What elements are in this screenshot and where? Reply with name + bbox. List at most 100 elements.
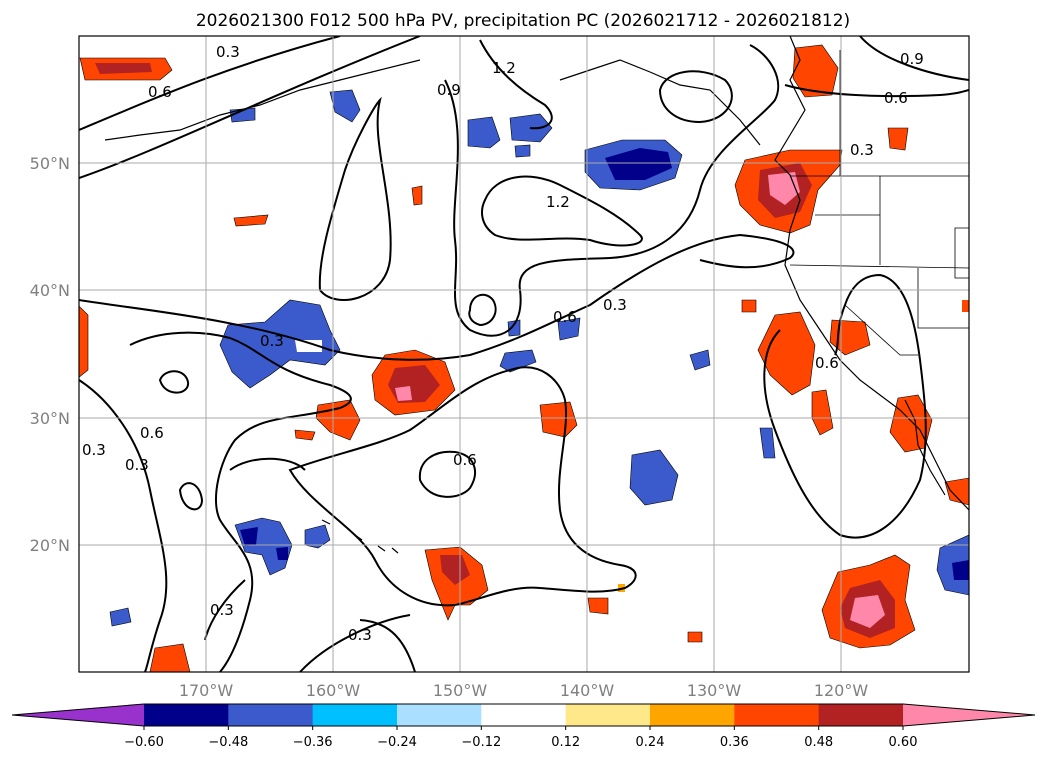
contour-label: 0.3 <box>348 626 372 644</box>
colorbar-tick-label: 0.60 <box>889 735 918 750</box>
pv-contour <box>468 293 497 327</box>
precip-positive-regions <box>79 44 969 672</box>
precip-region <box>759 427 776 459</box>
pv-contour <box>784 84 969 98</box>
precip-region <box>952 560 969 580</box>
pv-contour <box>204 579 246 641</box>
precip-region <box>440 555 470 585</box>
precip-region <box>219 299 341 389</box>
lon-label: 140°W <box>560 681 615 700</box>
precip-region <box>557 317 581 341</box>
precip-region <box>276 547 288 560</box>
pv-contour <box>178 482 204 511</box>
lon-label: 150°W <box>433 681 488 700</box>
precip-region <box>79 305 89 378</box>
precip-region <box>329 89 361 123</box>
colorbar-tick-label: −0.60 <box>124 735 164 750</box>
precip-region <box>587 597 609 615</box>
borders <box>789 50 969 356</box>
precip-region <box>514 144 531 158</box>
pv-contour <box>359 619 416 672</box>
precip-region <box>240 527 258 546</box>
contour-label: 0.3 <box>125 456 149 474</box>
precip-region <box>689 349 711 371</box>
coastline <box>904 399 946 496</box>
pv-contour <box>288 366 637 607</box>
lat-label: 20°N <box>30 536 70 555</box>
pv-contour-labels: 0.3 0.6 0.9 1.2 1.2 0.9 0.6 0.3 0.3 0.6 … <box>82 43 924 644</box>
colorbar: −0.60 −0.48 −0.36 −0.24 −0.12 0.12 0.24 0.36 0.4… <box>11 703 1036 750</box>
precip-region <box>629 449 679 506</box>
lon-axis: 170°W 160°W 150°W 140°W 130°W 120°W <box>179 681 869 700</box>
contour-label: 0.6 <box>148 83 172 101</box>
gridlines <box>79 36 969 672</box>
pv-contour <box>318 96 392 301</box>
contour-label: 0.9 <box>437 81 461 99</box>
precip-negative-regions <box>109 89 969 627</box>
pv-contour <box>444 44 780 337</box>
pv-contour <box>658 70 733 124</box>
colorbar-extend-high <box>903 704 1035 726</box>
precip-region <box>687 631 703 643</box>
pv-contour <box>479 39 553 130</box>
contour-label: 0.6 <box>453 451 477 469</box>
colorbar-swatch <box>228 704 314 726</box>
precip-region <box>605 148 672 180</box>
precip-region <box>757 311 816 396</box>
contour-label: 0.9 <box>900 50 924 68</box>
lat-label: 40°N <box>30 281 70 300</box>
colorbar-swatch <box>818 704 904 726</box>
pv-contour <box>481 175 643 247</box>
lon-label: 160°W <box>306 681 361 700</box>
colorbar-tick-label: −0.24 <box>377 735 417 750</box>
contour-label: 0.3 <box>850 141 874 159</box>
pv-contour <box>79 36 421 179</box>
colorbar-tick-label: −0.36 <box>293 735 333 750</box>
coastline <box>559 59 761 146</box>
precip-region <box>294 429 316 441</box>
contour-label: 0.6 <box>815 354 839 372</box>
colorbar-tick-label: 0.36 <box>720 735 749 750</box>
border <box>789 264 969 269</box>
colorbar-tick-label: −0.48 <box>208 735 248 750</box>
colorbar-tick-label: 0.12 <box>551 735 580 750</box>
coastline <box>321 519 399 554</box>
pv-contour <box>79 36 341 131</box>
precip-region <box>95 63 152 74</box>
map-frame <box>78 35 970 673</box>
contour-label: 0.3 <box>216 43 240 61</box>
coastline <box>104 59 421 141</box>
contour-label: 0.3 <box>210 601 234 619</box>
precip-region <box>233 214 269 227</box>
precip-region <box>467 116 501 149</box>
precip-region <box>304 524 331 549</box>
colorbar-swatch <box>397 704 482 726</box>
pv-contour <box>418 450 476 498</box>
precip-region <box>149 643 191 672</box>
colorbar-extend-low <box>12 704 144 726</box>
lat-axis: 50°N 40°N 30°N 20°N <box>30 154 70 555</box>
precip-region <box>887 127 909 151</box>
border <box>844 304 918 356</box>
contour-label: 1.2 <box>492 59 516 77</box>
contour-label: 0.6 <box>553 308 577 326</box>
precip-region <box>109 607 132 627</box>
lat-label: 30°N <box>30 409 70 428</box>
colorbar-swatch <box>312 704 398 726</box>
precip-region <box>792 44 839 98</box>
colorbar-swatch <box>144 704 229 726</box>
precip-region <box>295 340 322 352</box>
colorbar-tick-label: 0.48 <box>804 735 833 750</box>
pv-contour <box>158 370 190 394</box>
colorbar-swatch <box>734 704 820 726</box>
precip-region <box>850 595 885 628</box>
contour-label: 0.6 <box>140 424 164 442</box>
precip-region <box>944 477 969 506</box>
map-panel: 0.3 0.6 0.9 1.2 1.2 0.9 0.6 0.3 0.3 0.6 … <box>78 35 970 673</box>
precip-region <box>741 299 757 313</box>
contour-label: 0.6 <box>884 89 908 107</box>
border <box>954 227 969 279</box>
map-title: 2026021300 F012 500 hPa PV, precipitatio… <box>196 11 850 31</box>
contour-label: 0.3 <box>260 332 284 350</box>
